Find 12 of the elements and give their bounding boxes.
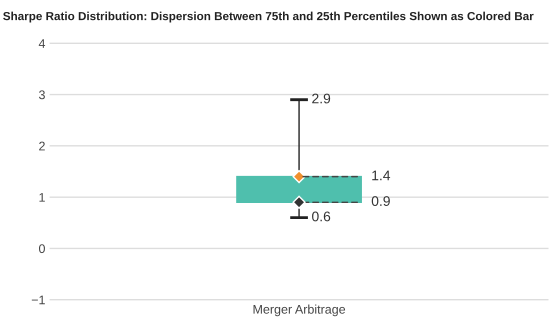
- x-tick-label: Merger Arbitrage: [254, 304, 346, 316]
- annotation: 0.9: [372, 196, 390, 206]
- y-tick-label: 1: [39, 193, 45, 202]
- chart-title: Sharpe Ratio Distribution: Dispersion Between 75th and 25th Percentiles Shown as Colored Bar: [3, 12, 534, 23]
- annotation: 1.4: [372, 170, 390, 180]
- y-tick-label: 2: [39, 142, 45, 150]
- y-tick-label: 4: [38, 39, 46, 48]
- y-tick-label: 3: [38, 90, 45, 100]
- annotation: 0.6: [312, 212, 330, 222]
- y-tick-label: 0: [38, 244, 45, 254]
- y-tick-label: −1: [32, 296, 45, 304]
- annotation: 2.9: [312, 94, 330, 104]
